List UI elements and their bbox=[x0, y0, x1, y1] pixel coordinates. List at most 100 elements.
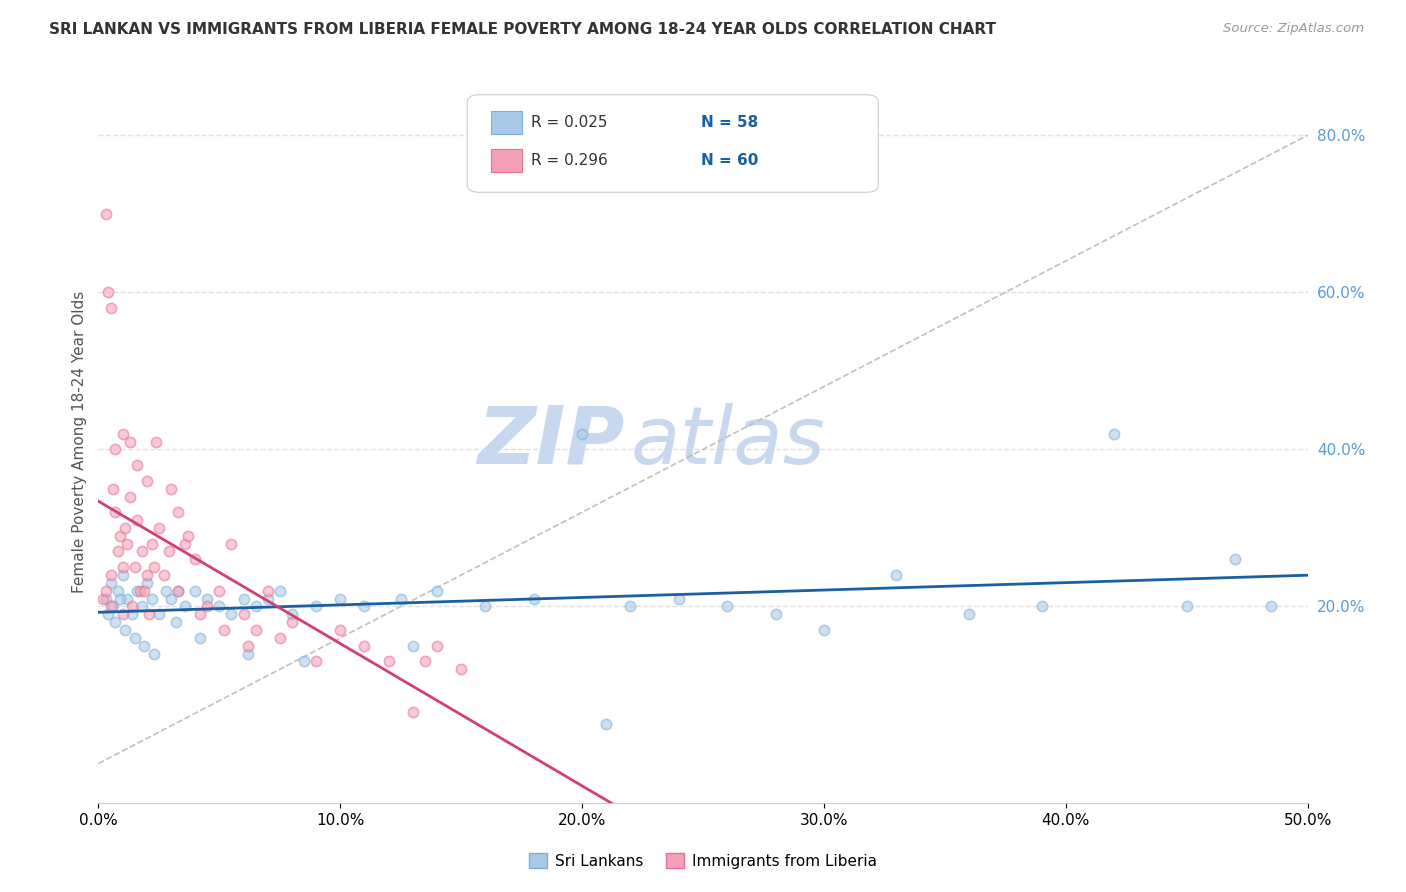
Point bbox=[97, 607, 120, 622]
Point bbox=[111, 568, 134, 582]
Point bbox=[128, 583, 150, 598]
Point bbox=[292, 655, 315, 669]
Point bbox=[160, 482, 183, 496]
Point bbox=[135, 474, 157, 488]
Text: Source: ZipAtlas.com: Source: ZipAtlas.com bbox=[1223, 22, 1364, 36]
Point bbox=[450, 662, 472, 676]
Point bbox=[131, 544, 153, 558]
Point bbox=[127, 583, 149, 598]
Point bbox=[571, 426, 593, 441]
Point bbox=[135, 568, 157, 582]
Point bbox=[389, 591, 412, 606]
Point bbox=[143, 647, 166, 661]
Point bbox=[221, 536, 243, 550]
Point bbox=[305, 655, 328, 669]
Point bbox=[104, 615, 127, 630]
Point bbox=[353, 599, 375, 614]
Point bbox=[134, 583, 156, 598]
Point bbox=[141, 591, 163, 606]
Point bbox=[114, 521, 136, 535]
Point bbox=[256, 591, 278, 606]
Point bbox=[245, 599, 267, 614]
Point bbox=[413, 655, 436, 669]
Point bbox=[107, 583, 129, 598]
Text: atlas: atlas bbox=[630, 402, 825, 481]
Point bbox=[100, 568, 122, 582]
Point bbox=[619, 599, 641, 614]
Point bbox=[107, 544, 129, 558]
Point bbox=[221, 607, 243, 622]
Point bbox=[121, 607, 143, 622]
Point bbox=[1223, 552, 1246, 566]
Point bbox=[232, 607, 254, 622]
Point bbox=[1260, 599, 1282, 614]
Point bbox=[595, 717, 617, 731]
Point bbox=[100, 575, 122, 590]
Y-axis label: Female Poverty Among 18-24 Year Olds: Female Poverty Among 18-24 Year Olds bbox=[72, 291, 87, 592]
Point bbox=[167, 583, 190, 598]
Point bbox=[269, 583, 291, 598]
Point bbox=[208, 583, 231, 598]
Point bbox=[141, 536, 163, 550]
Point bbox=[813, 623, 835, 637]
Point bbox=[94, 207, 117, 221]
Point bbox=[101, 599, 124, 614]
Point bbox=[160, 591, 183, 606]
Point bbox=[174, 536, 197, 550]
Point bbox=[474, 599, 496, 614]
Point bbox=[134, 639, 156, 653]
Point bbox=[208, 599, 231, 614]
Point bbox=[329, 591, 352, 606]
Point bbox=[167, 505, 190, 519]
Point bbox=[377, 655, 399, 669]
Legend: Sri Lankans, Immigrants from Liberia: Sri Lankans, Immigrants from Liberia bbox=[523, 847, 883, 875]
Point bbox=[177, 529, 200, 543]
Point bbox=[145, 434, 167, 449]
Point bbox=[152, 568, 174, 582]
Text: ZIP: ZIP bbox=[477, 402, 624, 481]
Point bbox=[104, 442, 127, 457]
FancyBboxPatch shape bbox=[467, 95, 879, 193]
Point bbox=[148, 521, 170, 535]
Point bbox=[167, 583, 190, 598]
Point bbox=[143, 560, 166, 574]
Point bbox=[716, 599, 738, 614]
Point bbox=[124, 631, 146, 645]
Point bbox=[184, 583, 207, 598]
Point bbox=[426, 583, 449, 598]
Point bbox=[117, 591, 139, 606]
Point bbox=[127, 458, 149, 472]
Point bbox=[957, 607, 980, 622]
Point bbox=[165, 615, 187, 630]
Point bbox=[121, 599, 143, 614]
Point bbox=[212, 623, 235, 637]
Point bbox=[281, 607, 304, 622]
Text: N = 58: N = 58 bbox=[700, 115, 758, 130]
Point bbox=[188, 607, 211, 622]
Bar bbox=[492, 149, 522, 172]
Text: R = 0.296: R = 0.296 bbox=[531, 153, 607, 168]
Text: SRI LANKAN VS IMMIGRANTS FROM LIBERIA FEMALE POVERTY AMONG 18-24 YEAR OLDS CORRE: SRI LANKAN VS IMMIGRANTS FROM LIBERIA FE… bbox=[49, 22, 997, 37]
Point bbox=[245, 623, 267, 637]
Point bbox=[195, 591, 218, 606]
Point bbox=[104, 505, 127, 519]
Point bbox=[1102, 426, 1125, 441]
Point bbox=[668, 591, 690, 606]
Point bbox=[111, 560, 134, 574]
Point bbox=[100, 301, 122, 315]
Point bbox=[131, 599, 153, 614]
Point bbox=[1031, 599, 1053, 614]
Point bbox=[108, 591, 131, 606]
Point bbox=[329, 623, 352, 637]
Point bbox=[402, 706, 425, 720]
Point bbox=[135, 575, 157, 590]
Point bbox=[1175, 599, 1198, 614]
Point bbox=[426, 639, 449, 653]
Point bbox=[269, 631, 291, 645]
Point bbox=[184, 552, 207, 566]
Point bbox=[117, 536, 139, 550]
Text: R = 0.025: R = 0.025 bbox=[531, 115, 607, 130]
Point bbox=[127, 513, 149, 527]
Point bbox=[238, 647, 260, 661]
Point bbox=[281, 615, 304, 630]
